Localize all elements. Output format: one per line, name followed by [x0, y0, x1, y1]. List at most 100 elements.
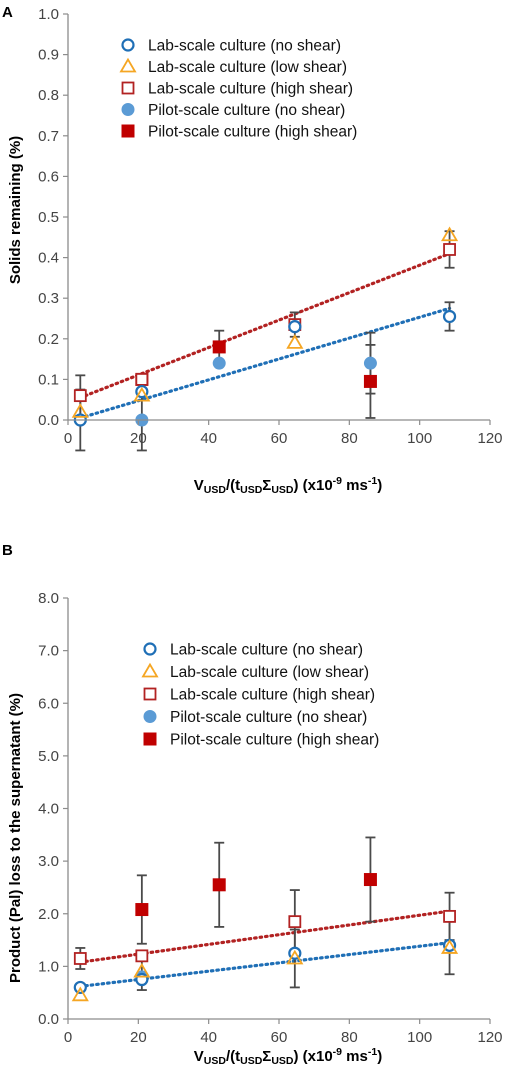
x-tick-label: 100 — [407, 430, 432, 447]
x-tick-label: 0 — [64, 1029, 72, 1046]
error-bars — [75, 836, 455, 991]
legend-entry: Pilot-scale culture (high shear) — [121, 124, 357, 141]
x-tick-label: 40 — [200, 1029, 217, 1046]
y-tick-label: 3.0 — [38, 853, 59, 870]
x-tick-label: 20 — [130, 430, 147, 447]
data-point — [71, 403, 89, 418]
legend-marker — [143, 732, 157, 746]
legend-label: Lab-scale culture (high shear) — [170, 687, 375, 704]
y-tick-label: 0.0 — [38, 1011, 59, 1028]
data-point — [73, 952, 87, 965]
y-tick-label: 0.9 — [38, 47, 59, 64]
x-tick-label: 80 — [341, 430, 358, 447]
y-axis-label: Solids remaining (%) — [7, 136, 24, 284]
data-point — [363, 356, 377, 370]
legend-label: Lab-scale culture (no shear) — [148, 38, 341, 55]
y-tick-label: 0.5 — [38, 209, 59, 226]
data-point — [286, 949, 304, 965]
y-tick-label: 7.0 — [38, 643, 59, 660]
trendline — [78, 306, 452, 420]
y-tick-label: 0.6 — [38, 168, 59, 185]
panel-label: B — [2, 542, 13, 559]
data-point — [73, 389, 87, 403]
data-point — [135, 949, 149, 963]
y-tick-label: 0.7 — [38, 128, 59, 145]
legend-marker — [143, 710, 157, 723]
legend-marker — [121, 103, 135, 116]
panel-label: A — [2, 4, 13, 21]
legend-entry: Pilot-scale culture (high shear) — [143, 732, 379, 749]
legend-label: Pilot-scale culture (high shear) — [148, 124, 357, 141]
x-tick-label: 80 — [341, 1029, 358, 1046]
legend-entry: Lab-scale culture (no shear) — [121, 38, 341, 55]
legend-label: Lab-scale culture (no shear) — [170, 642, 363, 659]
x-axis-label: VUSD/(tUSDΣUSD) (x10-9 ms-1) — [194, 475, 382, 496]
y-tick-label: 8.0 — [38, 590, 59, 607]
data-point — [363, 873, 377, 887]
legend-label: Pilot-scale culture (no shear) — [148, 102, 345, 119]
legend-marker — [121, 124, 135, 138]
legend-marker — [121, 38, 135, 52]
x-tick-label: 100 — [407, 1029, 432, 1046]
data-point — [443, 909, 456, 923]
legend-marker — [119, 57, 137, 73]
x-tick-label: 60 — [271, 1029, 288, 1046]
legend-entry: Lab-scale culture (low shear) — [141, 662, 369, 681]
y-tick-label: 0.3 — [38, 290, 59, 307]
legend-entry: Lab-scale culture (low shear) — [119, 57, 347, 76]
data-point — [133, 386, 151, 402]
x-tick-label: 20 — [130, 1029, 147, 1046]
data-point — [443, 243, 456, 256]
y-tick-label: 0.2 — [38, 331, 59, 348]
legend-label: Pilot-scale culture (high shear) — [170, 732, 379, 749]
y-axis-label: Product (Pal) loss to the supernatant (%… — [7, 693, 24, 983]
legend-entry: Lab-scale culture (high shear) — [143, 687, 375, 704]
axes: 0.0 0.1 0.2 0.3 0.4 0.5 0.6 0.7 0.8 0.9 1.0 0 20 40 60… — [38, 6, 502, 447]
data-point — [363, 374, 377, 388]
data-point — [71, 986, 89, 1002]
x-tick-label: 40 — [200, 430, 217, 447]
legend: Lab-scale culture (no shear) Lab-scale cu… — [141, 642, 379, 749]
error-bars — [75, 230, 455, 452]
data-point — [135, 903, 149, 917]
y-tick-label: 1.0 — [38, 958, 59, 975]
data-point — [212, 878, 226, 892]
x-tick-label: 60 — [271, 430, 288, 447]
legend-entry: Lab-scale culture (high shear) — [121, 81, 353, 98]
legend-marker — [143, 687, 157, 701]
data-point — [133, 962, 151, 978]
data-point — [286, 334, 304, 349]
y-tick-label: 0.1 — [38, 371, 59, 388]
data-point — [212, 340, 226, 354]
data-point — [440, 939, 459, 954]
data-point — [288, 320, 302, 334]
y-tick-label: 1.0 — [38, 6, 59, 23]
data-point — [442, 309, 457, 324]
y-tick-label: 2.0 — [38, 906, 59, 923]
legend-marker — [141, 662, 159, 678]
legend-label: Pilot-scale culture (no shear) — [170, 709, 367, 726]
chart-panel-a: A Solids remaining (%) 0.00.10.20.30.40.… — [2, 4, 503, 496]
y-tick-label: 0.8 — [38, 87, 59, 104]
data-points — [71, 873, 459, 1002]
y-tick-label: 6.0 — [38, 695, 59, 712]
legend-marker — [121, 81, 135, 95]
x-tick-label: 0 — [64, 430, 72, 447]
data-point — [288, 915, 302, 929]
x-tick-label: 120 — [477, 430, 502, 447]
legend-label: Lab-scale culture (low shear) — [170, 664, 369, 681]
data-point — [212, 356, 226, 370]
legend-label: Lab-scale culture (high shear) — [148, 81, 353, 98]
y-tick-label: 5.0 — [38, 748, 59, 765]
legend-entry: Lab-scale culture (no shear) — [143, 642, 363, 659]
x-axis-label: VUSD/(tUSDΣUSD) (x10-9 ms-1) — [194, 1046, 382, 1067]
y-tick-label: 0.4 — [38, 250, 59, 267]
legend-entry: Pilot-scale culture (no shear) — [143, 709, 367, 726]
axes: 0.0 1.0 2.0 3.0 4.0 5.0 6.0 7.0 8.0 0 20 40 60 80 100 1… — [38, 590, 502, 1046]
chart-panel-b: B Product (Pal) loss to the supernatant … — [2, 542, 503, 1067]
y-tick-label: 0.0 — [38, 412, 59, 429]
y-tick-label: 4.0 — [38, 801, 59, 818]
legend: Lab-scale culture (no shear) Lab-scale cu… — [119, 38, 357, 141]
legend-marker — [143, 642, 157, 656]
data-point — [440, 226, 459, 242]
